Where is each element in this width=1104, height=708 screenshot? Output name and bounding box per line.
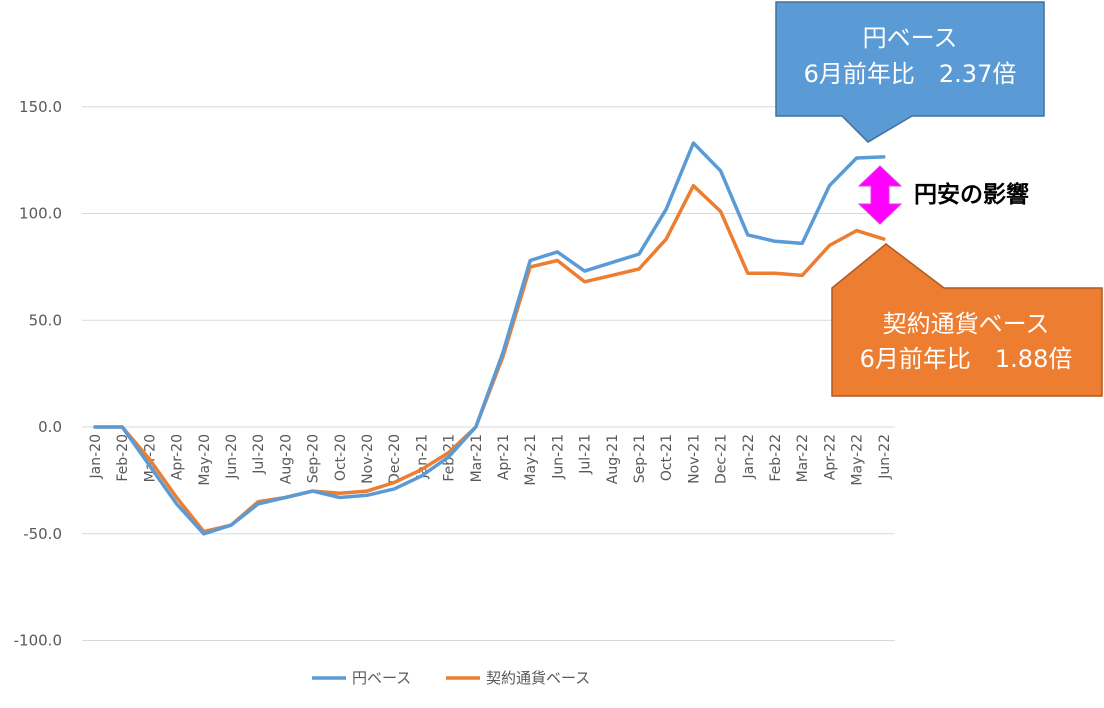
x-tick-label: Aug-20 [278, 434, 294, 484]
x-tick-label: May-20 [197, 434, 213, 486]
x-tick-label: Feb-20 [115, 434, 131, 482]
legend: 円ベース 契約通貨ベース [312, 669, 590, 687]
x-tick-label: Dec-21 [714, 434, 730, 484]
x-tick-label: Mar-21 [469, 434, 485, 482]
y-tick-label: 100.0 [19, 205, 62, 223]
x-tick-label: Oct-20 [333, 434, 349, 481]
yen-depreciation-label: 円安の影響 [914, 181, 1029, 208]
x-tick-label: Mar-22 [795, 434, 811, 482]
y-tick-label: 150.0 [19, 98, 62, 116]
x-tick-label: Jan-22 [741, 434, 757, 479]
x-tick-label: Nov-21 [686, 434, 702, 484]
x-tick-label: Sep-20 [306, 434, 322, 483]
y-tick-label: 50.0 [29, 311, 62, 329]
y-tick-label: -50.0 [23, 525, 62, 543]
yen-callout-title: 円ベース [863, 24, 958, 52]
x-tick-label: Dec-20 [387, 434, 403, 484]
x-axis-ticks: Jan-20 Feb-20 Mar-20 Apr-20 May-20 Jun-20 Jul-… [88, 434, 893, 486]
x-tick-label: Apr-22 [822, 434, 838, 480]
y-axis-ticks: 150.0 100.0 50.0 0.0 -50.0 -100.0 [14, 98, 62, 650]
x-tick-label: Apr-21 [496, 434, 512, 480]
x-tick-label: Nov-20 [360, 434, 376, 484]
double-arrow-icon [857, 165, 903, 225]
contract-callout-ratio: 6月前年比 1.88倍 [860, 345, 1073, 373]
x-tick-label: Jan-20 [88, 434, 104, 479]
series-line-yen-base [93, 141, 886, 536]
legend-label-contract: 契約通貨ベース [486, 669, 590, 687]
contract-callout-title: 契約通貨ベース [883, 310, 1050, 338]
x-tick-label: Sep-21 [632, 434, 648, 483]
legend-label-yen: 円ベース [352, 669, 411, 687]
x-tick-label: Jul-20 [251, 434, 267, 475]
x-tick-label: Apr-20 [170, 434, 186, 480]
x-tick-label: Jun-22 [877, 434, 893, 480]
x-tick-label: Jun-21 [550, 434, 566, 480]
gridlines [82, 106, 895, 641]
x-tick-label: Aug-21 [605, 434, 621, 484]
x-tick-label: Jun-20 [224, 434, 240, 480]
yen-base-callout: 円ベース 6月前年比 2.37倍 [775, 1, 1045, 143]
x-tick-label: Oct-21 [659, 434, 675, 481]
x-tick-label: Feb-22 [768, 434, 784, 482]
series-lines [93, 141, 886, 536]
y-tick-label: -100.0 [14, 632, 62, 650]
yen-callout-ratio: 6月前年比 2.37倍 [804, 60, 1017, 88]
y-tick-label: 0.0 [38, 418, 62, 436]
x-tick-label: Jul-21 [578, 434, 594, 475]
x-tick-label: May-22 [850, 434, 866, 486]
contract-currency-callout: 契約通貨ベース 6月前年比 1.88倍 [831, 243, 1103, 397]
x-tick-label: May-21 [523, 434, 539, 486]
